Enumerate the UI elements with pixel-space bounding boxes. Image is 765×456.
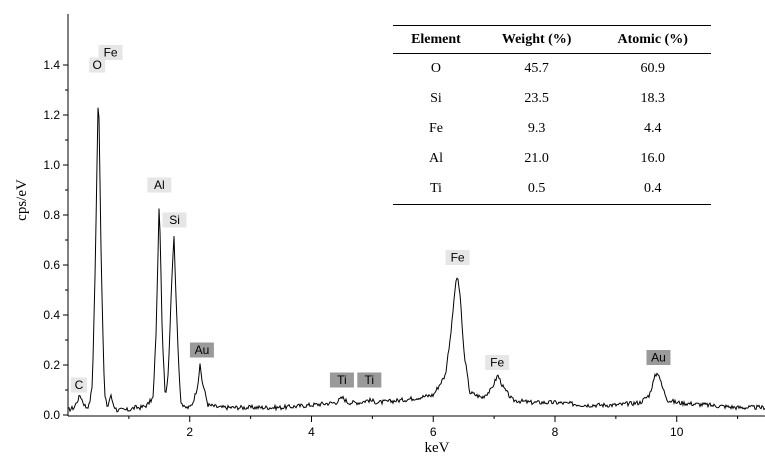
table-header-row: Element Weight (%) Atomic (%) (393, 25, 711, 54)
x-axis: 2 4 6 8 10 (68, 415, 765, 439)
x-tick-label: 8 (552, 425, 559, 439)
peak-label-box (329, 372, 354, 388)
y-tick-label: 1.4 (43, 58, 60, 72)
header-element: Element (393, 25, 479, 54)
cell-atomic: 60.9 (640, 61, 665, 76)
y-axis: 0.0 0.2 0.4 0.6 0.8 1.0 1.2 1.4 (43, 14, 69, 422)
peak-label: Ti (365, 373, 375, 387)
cell-element: Fe (428, 121, 443, 136)
y-tick-label: 0.6 (43, 258, 60, 272)
peak-label: Au (651, 351, 666, 365)
peak-label-box (98, 45, 123, 60)
cell-atomic: 16.0 (640, 151, 665, 166)
header-atomic: Atomic (%) (594, 25, 711, 54)
cell-weight: 9.3 (527, 121, 546, 136)
peak-label-box (89, 57, 106, 73)
cell-weight: 23.5 (524, 91, 549, 106)
peak-label-box (646, 350, 671, 365)
table-row: Ti 0.5 0.4 (393, 174, 711, 205)
cell-atomic: 0.4 (594, 174, 711, 205)
table-row: Si 23.5 18.3 (393, 84, 711, 114)
y-tick-label: 0.0 (43, 408, 60, 422)
table-row: Al 21.0 16.0 (393, 144, 711, 174)
table-row: Fe 9.3 4.4 (393, 114, 711, 144)
peak-label: Au (195, 343, 210, 357)
peak-label: Al (154, 178, 165, 192)
y-tick-label: 0.8 (43, 208, 60, 222)
cell-element: Si (430, 91, 442, 106)
peak-label: Fe (451, 251, 465, 265)
peak-label: C (75, 378, 84, 392)
y-axis-title: cps/eV (14, 179, 30, 221)
peak-label-box (485, 355, 510, 370)
peak-label-box (162, 212, 187, 228)
peak-label: Fe (104, 46, 118, 60)
peak-label-box (147, 177, 172, 193)
cell-weight: 0.5 (478, 174, 595, 205)
peak-label-box (70, 377, 87, 393)
x-tick-label: 4 (308, 425, 315, 439)
y-tick-label: 0.4 (43, 308, 60, 322)
composition-table: Element Weight (%) Atomic (%) O 45.7 60.… (393, 25, 711, 205)
spectrum-line (67, 107, 765, 413)
table-row: O 45.7 60.9 (393, 54, 711, 85)
cell-weight: 45.7 (524, 61, 549, 76)
cell-atomic: 18.3 (640, 91, 665, 106)
header-weight: Weight (%) (478, 25, 595, 54)
peak-label-box (357, 372, 382, 388)
x-tick-label: 2 (186, 425, 193, 439)
peak-label-box (189, 342, 214, 358)
peak-label: Fe (490, 356, 504, 370)
x-axis-title: keV (425, 440, 450, 456)
cell-element: O (430, 61, 442, 76)
cell-element: Ti (393, 174, 479, 205)
peak-label: Ti (337, 373, 347, 387)
peak-label: Si (169, 213, 180, 227)
cell-element: Al (428, 151, 443, 166)
x-tick-label: 10 (670, 425, 684, 439)
y-tick-label: 1.2 (43, 108, 60, 122)
cell-atomic: 4.4 (643, 121, 662, 136)
peak-label: O (93, 58, 102, 72)
cell-weight: 21.0 (524, 151, 549, 166)
y-tick-label: 0.2 (43, 358, 60, 372)
x-tick-label: 6 (430, 425, 437, 439)
peak-label-box (445, 250, 470, 265)
y-tick-label: 1.0 (43, 158, 60, 172)
